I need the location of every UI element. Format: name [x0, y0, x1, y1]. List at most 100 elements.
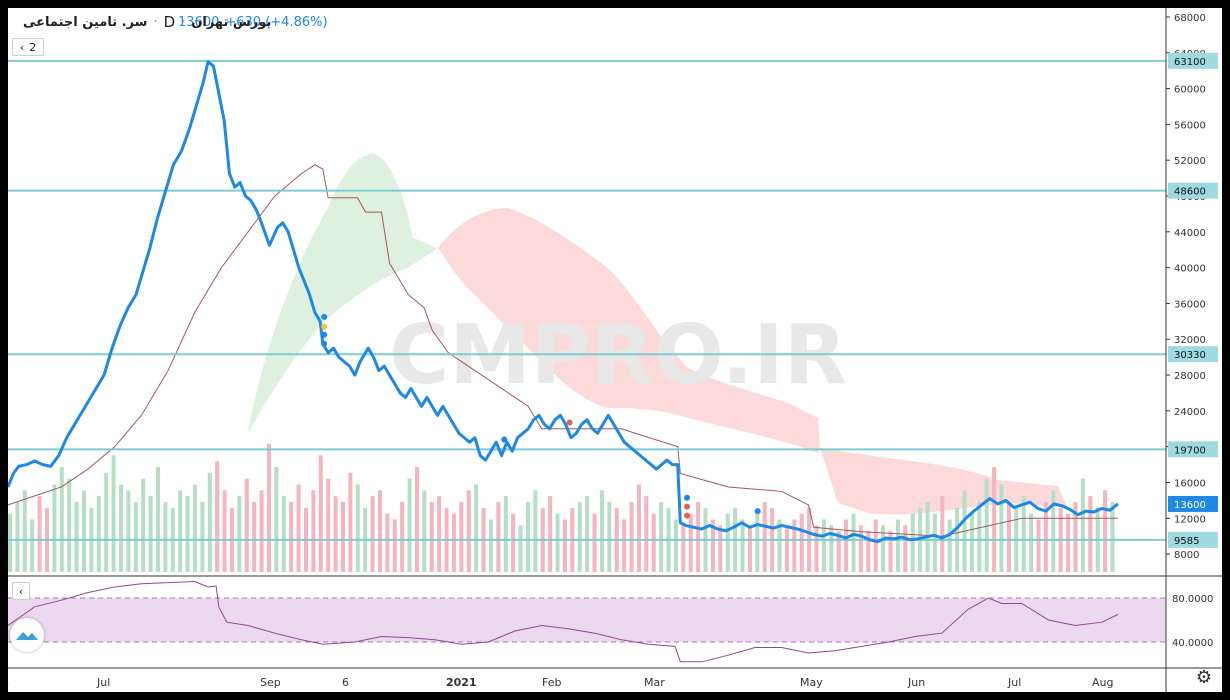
level-label: 19700: [1174, 445, 1206, 456]
cloud-red: [438, 208, 820, 453]
y-tick-label: 68000: [1174, 13, 1206, 24]
volume-bar: [148, 496, 153, 572]
volume-bar: [1021, 496, 1026, 572]
x-tick-label: Mar: [644, 676, 665, 689]
volume-bar: [215, 461, 220, 572]
volume-bar: [333, 496, 338, 572]
volume-bar: [385, 513, 390, 572]
volume-bar: [592, 513, 597, 572]
volume-bar: [8, 513, 12, 572]
rsi-band: [8, 598, 1166, 642]
y-tick-label: 32000: [1174, 335, 1206, 346]
volume-bar: [52, 484, 57, 572]
symbol-title[interactable]: سر. تامین اجتماعی · D · بورس تهران: [23, 11, 271, 33]
exchange-name: بورس تهران: [191, 14, 272, 30]
chart-frame: CMPRO.IR68000640006000056000520004800044…: [8, 8, 1222, 692]
volume-bar: [244, 478, 249, 572]
volume-bar: [814, 525, 819, 572]
volume-bar: [799, 513, 804, 572]
cloud-green: [248, 153, 438, 433]
y-tick-label: 24000: [1174, 407, 1206, 418]
volume-bar: [289, 502, 294, 572]
volume-bar: [59, 467, 64, 572]
x-tick-label: May: [800, 676, 823, 689]
volume-bar: [74, 502, 79, 572]
volume-bar: [1036, 519, 1041, 572]
volume-bar: [155, 467, 160, 572]
volume-bar: [821, 519, 826, 572]
volume-bar: [22, 490, 27, 572]
price-chart[interactable]: CMPRO.IR68000640006000056000520004800044…: [8, 8, 1222, 692]
volume-bar: [984, 478, 989, 572]
volume-bar: [910, 513, 915, 572]
volume-bar: [237, 496, 242, 572]
volume-bar: [555, 513, 560, 572]
volume-bar: [740, 519, 745, 572]
rsi-tick-label: 80.0000: [1172, 594, 1213, 605]
y-tick-label: 56000: [1174, 120, 1206, 131]
signal-marker: [684, 512, 691, 519]
level-label: 9585: [1174, 536, 1199, 547]
x-tick-label: n: [8, 676, 9, 689]
volume-bar: [710, 519, 715, 572]
volume-bar: [1080, 478, 1085, 572]
volume-bar: [895, 519, 900, 572]
volume-bar: [318, 455, 323, 572]
chevron-left-icon: ‹: [18, 584, 24, 598]
x-tick-label: Jun: [907, 676, 925, 689]
volume-bar: [696, 502, 701, 572]
cloud-red-late: [820, 448, 1068, 515]
volume-bar: [266, 443, 271, 572]
y-tick-label: 12000: [1174, 514, 1206, 525]
level-label: 30330: [1174, 350, 1206, 361]
volume-bar: [400, 502, 405, 572]
volume-bar: [881, 525, 886, 572]
volume-bar: [437, 496, 442, 572]
volume-bar: [96, 496, 101, 572]
y-tick-label: 60000: [1174, 85, 1206, 96]
header-dot-2: ·: [181, 14, 186, 30]
volume-bar: [451, 513, 456, 572]
volume-bar: [585, 496, 590, 572]
volume-bar: [1043, 502, 1048, 572]
gear-icon[interactable]: ⚙: [1195, 667, 1212, 688]
rsi-line: [8, 580, 1119, 663]
level-label-bg: [1168, 52, 1218, 69]
volume-bar: [392, 519, 397, 572]
volume-bar: [1066, 513, 1071, 572]
volume-bar: [866, 531, 871, 572]
volume-bar: [141, 478, 146, 572]
volume-bar: [252, 502, 257, 572]
logo-button[interactable]: [10, 618, 44, 652]
volume-bar: [1006, 502, 1011, 572]
volume-bar: [414, 467, 419, 572]
signal-marker: [501, 436, 508, 443]
y-tick-label: 40000: [1174, 264, 1206, 275]
header-price: 13600: [178, 14, 220, 30]
volume-bar: [326, 478, 331, 572]
volume-bar: [844, 519, 849, 572]
volume-bar: [940, 496, 945, 572]
volume-bar: [673, 519, 678, 572]
volume-bar: [496, 502, 501, 572]
x-tick-label: 6: [342, 676, 349, 689]
chevron-left-icon: ‹: [19, 40, 25, 54]
y-tick-label: 52000: [1174, 156, 1206, 167]
volume-bar: [348, 472, 353, 572]
indicator-collapse-button[interactable]: ‹ 2: [12, 38, 44, 56]
volume-bar: [296, 484, 301, 572]
volume-bar: [185, 496, 190, 572]
volume-bar: [81, 490, 86, 572]
volume-bar: [747, 525, 752, 572]
volume-bar: [126, 490, 131, 572]
signal-marker: [684, 503, 691, 510]
volume-bar: [836, 531, 841, 572]
volume-bar: [792, 519, 797, 572]
volume-bar: [163, 502, 168, 572]
timeframe[interactable]: D: [163, 13, 176, 31]
rsi-collapse-button[interactable]: ‹: [12, 582, 30, 600]
volume-bar: [533, 490, 538, 572]
kijun-line: [8, 164, 1118, 537]
volume-bar: [30, 519, 35, 572]
current-price-bg: [1168, 495, 1218, 512]
